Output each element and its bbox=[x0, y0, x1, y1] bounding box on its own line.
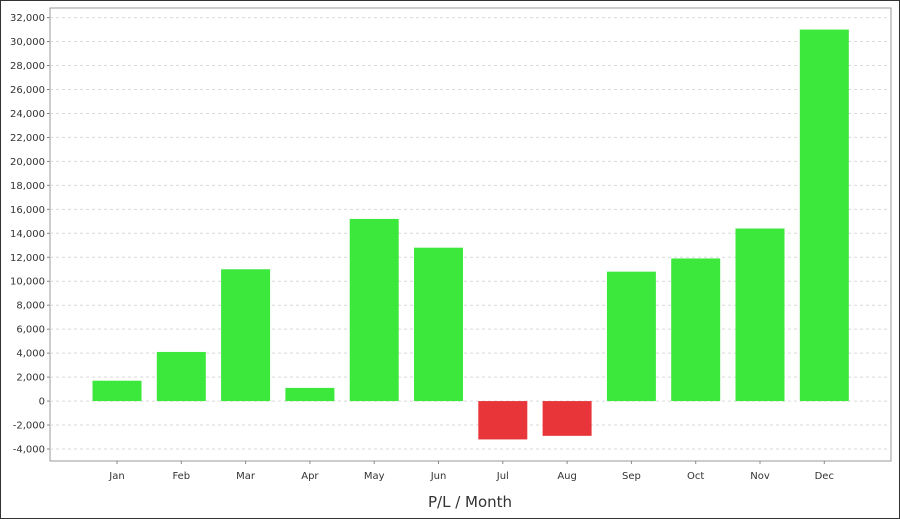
y-tick-label: 30,000 bbox=[10, 37, 45, 48]
bar-aug bbox=[542, 401, 592, 436]
y-tick-label: 22,000 bbox=[10, 133, 45, 144]
bar-jun bbox=[414, 247, 463, 402]
x-tick-labels: Jan Feb Mar Apr May Jun Jul Aug Sep Oct Nov Dec bbox=[108, 461, 834, 482]
bar-sep bbox=[606, 271, 656, 402]
y-tick-label: 26,000 bbox=[10, 85, 45, 96]
x-tick-label: Feb bbox=[172, 471, 190, 482]
y-tick-label: 4,000 bbox=[16, 349, 45, 360]
y-tick-labels: -4,000 -2,000 0 2,000 4,000 6,000 8,000 10,000 1… bbox=[10, 13, 45, 455]
y-tick-label: 10,000 bbox=[10, 277, 45, 288]
x-tick-label: Nov bbox=[750, 471, 770, 482]
bar-jan bbox=[92, 380, 142, 402]
y-tick-label: 20,000 bbox=[10, 157, 45, 168]
x-tick-label: May bbox=[364, 471, 385, 482]
x-tick-label: Aug bbox=[557, 471, 577, 482]
bar-feb bbox=[156, 351, 206, 402]
x-tick-label: Sep bbox=[622, 471, 641, 482]
y-tick-label: 6,000 bbox=[16, 325, 45, 336]
y-tick-label: -4,000 bbox=[13, 445, 45, 456]
bar-dec bbox=[799, 29, 849, 402]
bar-may bbox=[349, 218, 399, 402]
x-axis-title: P/L / Month bbox=[428, 493, 512, 511]
y-tick-label: 12,000 bbox=[10, 253, 45, 264]
y-tick-label: 24,000 bbox=[10, 109, 45, 120]
x-tick-label: Oct bbox=[687, 471, 704, 482]
y-tick-label: -2,000 bbox=[13, 421, 45, 432]
bar-apr bbox=[285, 387, 335, 402]
y-tick-label: 2,000 bbox=[16, 373, 45, 384]
x-tick-label: Jul bbox=[496, 471, 509, 482]
x-tick-label: Jun bbox=[430, 471, 447, 482]
y-tick-label: 14,000 bbox=[10, 229, 45, 240]
x-tick-label: Jan bbox=[108, 471, 124, 482]
y-tick-label: 28,000 bbox=[10, 61, 45, 72]
bar-mar bbox=[221, 269, 271, 402]
x-tick-label: Apr bbox=[301, 471, 319, 482]
bar-nov bbox=[735, 228, 785, 402]
bar-oct bbox=[671, 258, 721, 402]
y-tick-label: 32,000 bbox=[10, 13, 45, 24]
x-tick-label: Dec bbox=[815, 471, 834, 482]
y-tick-label: 18,000 bbox=[10, 181, 45, 192]
bars bbox=[92, 29, 849, 440]
y-tick-label: 16,000 bbox=[10, 205, 45, 216]
y-tick-label: 0 bbox=[39, 397, 45, 408]
y-tick-label: 8,000 bbox=[16, 301, 45, 312]
x-tick-label: Mar bbox=[236, 471, 256, 482]
bar-jul bbox=[478, 401, 528, 440]
